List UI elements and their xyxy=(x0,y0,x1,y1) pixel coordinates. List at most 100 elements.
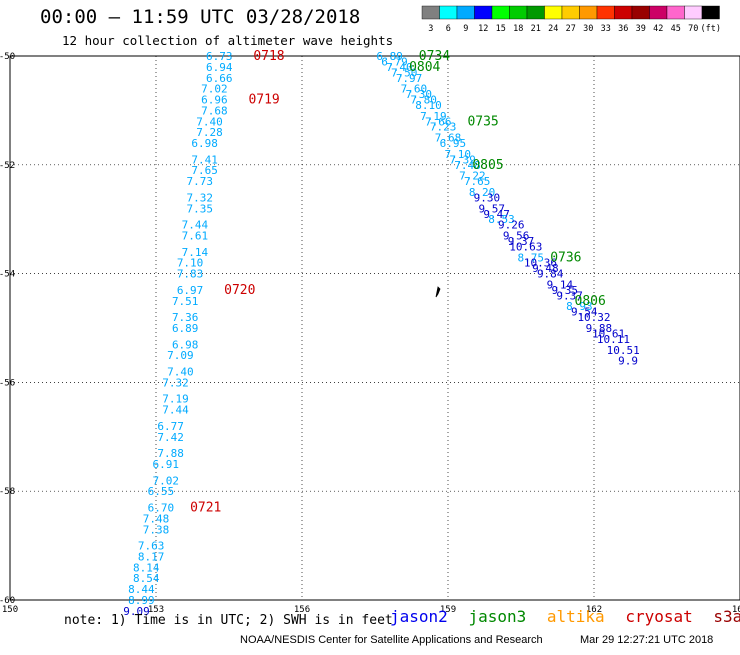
swh-point-jason3: 7.23 xyxy=(430,121,457,134)
grid-lines xyxy=(10,56,740,600)
y-tick-label: -52 xyxy=(0,161,15,171)
swh-point-cryosat: 7.44 xyxy=(182,219,209,232)
color-scale-label: 24 xyxy=(548,24,558,34)
swh-point-jason3: 9.56 xyxy=(503,230,530,243)
color-swatch xyxy=(526,5,545,20)
swh-point-cryosat: 7.73 xyxy=(187,175,214,188)
swh-point-cryosat: 7.10 xyxy=(177,257,204,270)
color-swatch xyxy=(491,5,510,20)
page-subtitle: 12 hour collection of altimeter wave hei… xyxy=(62,33,394,48)
color-swatch xyxy=(614,5,633,20)
swh-point-cryosat: 7.68 xyxy=(201,104,228,117)
time-label-cryosat: 0718 xyxy=(253,49,284,64)
color-swatch xyxy=(509,5,528,20)
swh-point-cryosat: 8.99 xyxy=(128,594,155,607)
color-scale-label: (ft) xyxy=(701,24,721,34)
swh-point-cryosat: 6.94 xyxy=(206,61,233,74)
footer-note: note: 1) Time is in UTC; 2) SWH is in fe… xyxy=(64,613,393,628)
color-scale-label: 15 xyxy=(496,24,506,34)
swh-point-cryosat: 7.35 xyxy=(187,202,214,215)
swh-point-jason3: 10.11 xyxy=(597,333,630,346)
swh-point-jason3: 10.36 xyxy=(524,257,557,270)
color-scale-label: 3 xyxy=(428,24,433,34)
y-tick-label: -50 xyxy=(0,52,15,62)
swh-point-cryosat: 6.97 xyxy=(177,284,204,297)
y-tick-label: -54 xyxy=(0,270,15,280)
legend-altika: altika xyxy=(546,607,605,626)
color-scale-label: 6 xyxy=(446,24,451,34)
time-label-cryosat: 0721 xyxy=(190,501,221,516)
color-swatch xyxy=(544,5,563,20)
swh-point-cryosat: 7.42 xyxy=(157,431,184,444)
swh-point-jason3: 10.63 xyxy=(509,240,542,253)
swh-point-jason3: 10.32 xyxy=(577,311,610,324)
swh-point-jason3: 7.22 xyxy=(459,170,486,183)
time-label-cryosat: 0720 xyxy=(224,283,255,298)
legend-jason3: jason3 xyxy=(468,607,527,626)
swh-point-cryosat: 7.38 xyxy=(143,523,170,536)
swh-point-cryosat: 7.14 xyxy=(182,246,209,259)
swh-point-jason3: 7.80 xyxy=(410,94,437,107)
swh-point-cryosat: 7.88 xyxy=(157,447,184,460)
swh-point-jason3: 7.60 xyxy=(401,83,428,96)
swh-point-jason3: 9.57 xyxy=(479,202,506,215)
swh-point-jason3: 9.47 xyxy=(483,208,510,221)
page-title: 00:00 – 11:59 UTC 03/28/2018 xyxy=(40,6,361,28)
x-tick-label: 150 xyxy=(2,605,18,615)
swh-point-jason3: 7.50 xyxy=(391,66,418,79)
swh-point-cryosat: 8.54 xyxy=(133,572,160,585)
swh-point-cryosat: 7.02 xyxy=(152,474,179,487)
color-swatch xyxy=(631,5,650,20)
swh-point-jason3: 9.14 xyxy=(547,278,574,291)
legend-cryosat: cryosat xyxy=(625,607,693,626)
time-label-jason3: 0734 xyxy=(419,49,450,64)
swh-point-cryosat: 7.65 xyxy=(191,164,218,177)
land-mark xyxy=(435,286,441,298)
mission-legend: jason2 jason3 altika cryosat s3a xyxy=(390,607,740,629)
swh-point-jason3: 9.54 xyxy=(571,306,598,319)
color-scale-label: 18 xyxy=(513,24,523,34)
swh-point-cryosat: 6.73 xyxy=(206,50,233,63)
x-tick-label: 153 xyxy=(148,605,164,615)
y-tick-label: -58 xyxy=(0,487,15,497)
time-label-jason3: 0735 xyxy=(467,114,498,129)
color-scale-label: 12 xyxy=(478,24,488,34)
swh-point-jason3: 7.30 xyxy=(406,88,433,101)
y-tick-label: -60 xyxy=(0,596,15,606)
swh-point-cryosat: 6.55 xyxy=(148,485,175,498)
x-tick-label: 156 xyxy=(294,605,310,615)
plot-frame xyxy=(9,55,740,601)
swh-point-jason3: 7.10 xyxy=(444,148,471,161)
swh-point-jason3: 6.89 xyxy=(376,50,403,63)
swh-point-cryosat: 7.28 xyxy=(196,126,223,139)
swh-point-cryosat: 7.83 xyxy=(177,268,204,281)
swh-point-jason3: 6.95 xyxy=(440,137,467,150)
swh-point-cryosat: 7.09 xyxy=(167,349,194,362)
swh-point-jason3: 10.61 xyxy=(592,327,625,340)
swh-point-cryosat: 6.77 xyxy=(157,420,184,433)
swh-point-jason3: 7.65 xyxy=(464,175,491,188)
color-scale: 3 6 9 12 15 18 21 24 27 30 33 36 39 42 45 70 (ft) xyxy=(421,5,721,34)
swh-point-jason3: 7.66 xyxy=(425,115,452,128)
color-swatch xyxy=(596,5,615,20)
swh-point-cryosat: 7.19 xyxy=(162,393,189,406)
swh-point-jason3: 8.53 xyxy=(488,213,515,226)
swh-point-cryosat: 7.32 xyxy=(162,376,189,389)
swh-point-cryosat: 6.96 xyxy=(201,94,228,107)
data-points: 6.736.946.667.026.967.687.407.286.987.41… xyxy=(123,50,639,618)
swh-point-jason3: 9.84 xyxy=(537,268,564,281)
x-tick-label: 162 xyxy=(586,605,602,615)
color-scale-label: 27 xyxy=(566,24,576,34)
swh-point-jason3: 7.40 xyxy=(386,61,413,74)
x-tick-label: 159 xyxy=(440,605,456,615)
swh-point-jason3: 9.37 xyxy=(508,235,535,248)
color-swatch xyxy=(579,5,598,20)
swh-point-cryosat: 6.70 xyxy=(148,502,175,515)
swh-point-jason3: 8.93 xyxy=(566,300,593,313)
swh-point-jason3: 8.75 xyxy=(517,251,544,264)
legend-jason2: jason2 xyxy=(390,607,448,626)
color-scale-label: 33 xyxy=(601,24,611,34)
